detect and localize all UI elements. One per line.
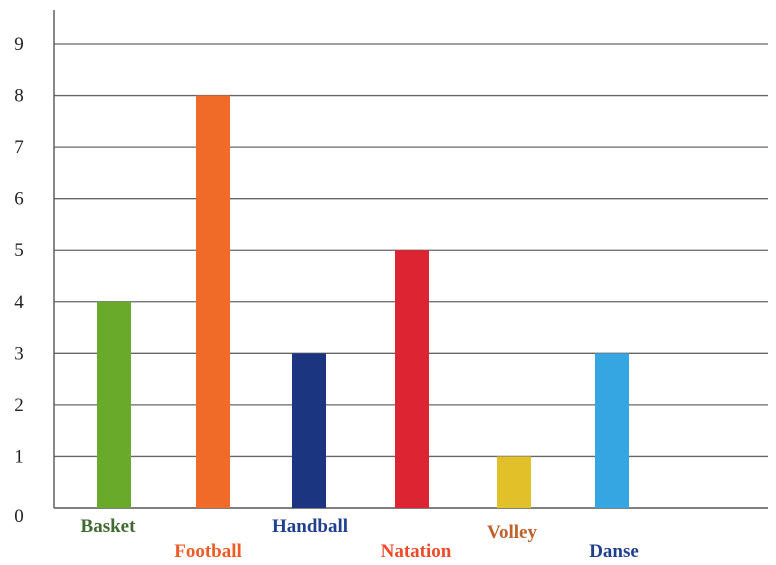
bars [97, 95, 629, 509]
y-tick-label: 3 [14, 343, 24, 364]
bar-football [196, 95, 230, 509]
y-tick-label: 2 [14, 395, 24, 416]
bar-handball [292, 353, 326, 508]
category-label-natation: Natation [381, 541, 452, 562]
y-tick-label: 6 [14, 189, 24, 210]
category-label-basket: Basket [81, 516, 137, 537]
y-tick-label: 5 [14, 240, 24, 261]
bar-natation [395, 250, 429, 508]
category-label-handball: Handball [272, 516, 348, 537]
y-tick-label: 8 [14, 86, 24, 107]
category-label-football: Football [174, 541, 242, 562]
category-labels: Basket Football Handball Natation Volley Dans… [81, 516, 639, 562]
y-tick-label: 0 [14, 506, 24, 527]
y-axis-ticks: 0 1 2 3 4 5 6 7 8 9 [14, 34, 24, 527]
y-tick-label: 1 [14, 446, 24, 467]
category-label-volley: Volley [487, 522, 537, 543]
category-label-danse: Danse [589, 541, 639, 562]
bar-basket [97, 301, 131, 508]
bar-danse [595, 353, 629, 508]
y-tick-label: 4 [14, 292, 24, 313]
bar-volley [497, 456, 531, 508]
y-tick-label: 9 [14, 34, 24, 55]
y-tick-label: 7 [14, 137, 24, 158]
